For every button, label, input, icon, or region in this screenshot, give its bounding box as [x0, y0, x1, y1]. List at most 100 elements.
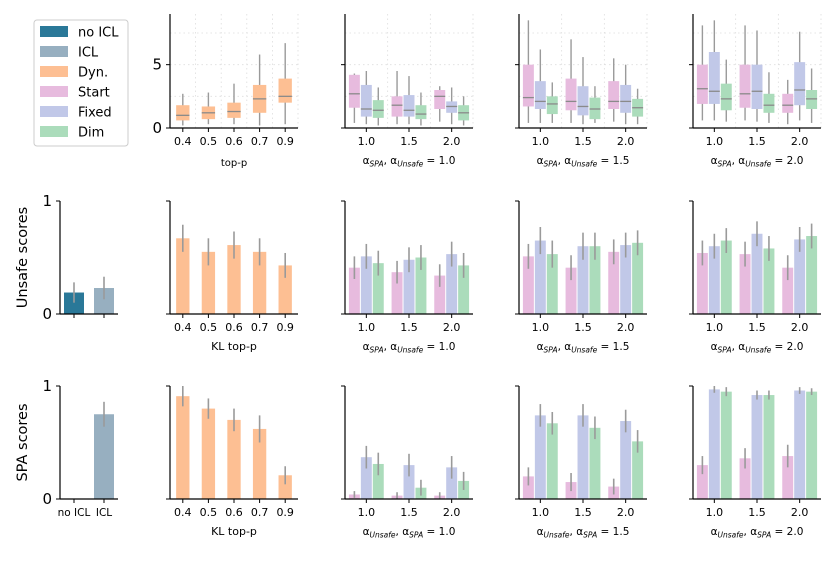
bar-fixed	[360, 457, 372, 499]
xlabel-part: Unsafe	[718, 531, 744, 540]
x-tick-label: 0.6	[225, 321, 243, 334]
xlabel-part: = 1.0	[423, 341, 455, 353]
bar-icl	[94, 288, 114, 314]
x-tick-label: 1.5	[574, 135, 592, 148]
y-tick-label: 0	[42, 490, 52, 508]
x-tick-label: 1.0	[706, 321, 724, 334]
bar-dyn	[227, 419, 241, 499]
bar-fixed	[708, 246, 720, 314]
legend-swatch	[40, 26, 68, 37]
bar-fixed	[403, 259, 415, 314]
bar-dim	[720, 240, 732, 314]
bar-start	[391, 272, 403, 314]
x-axis-label: αSPA, αUnsafe = 1.0	[363, 155, 456, 169]
x-axis-label: KL top-p	[211, 525, 257, 538]
panel-unsafe-1.5	[515, 200, 647, 318]
bar-dim	[372, 463, 384, 499]
xlabel-part: = 1.0	[423, 526, 455, 538]
bar-fixed	[577, 246, 589, 314]
xlabel-part: , α	[384, 341, 398, 353]
bar-dim	[632, 242, 644, 314]
legend-swatch	[40, 126, 68, 137]
legend	[33, 19, 129, 147]
bar-dyn	[252, 428, 267, 499]
xlabel-part: , α	[732, 155, 746, 167]
panel-unsafe-1.0	[341, 200, 473, 318]
x-axis-label: αSPA, αUnsafe = 1.0	[363, 341, 456, 355]
xlabel-part: SPA	[409, 531, 423, 540]
bar-dim	[720, 391, 732, 499]
xlabel-part: SPA	[544, 346, 558, 355]
x-tick-label: 1.5	[400, 506, 418, 519]
legend-label: ICL	[78, 46, 99, 61]
xlabel-part: = 1.0	[423, 155, 455, 167]
x-tick-label: 1.5	[574, 321, 592, 334]
x-tick-label: 1.5	[748, 135, 766, 148]
x-tick-label: 2.0	[791, 321, 809, 334]
legend-label: no ICL	[78, 26, 119, 41]
legend-label: Dim	[78, 126, 104, 141]
bar-dim	[806, 391, 818, 499]
bar-dim	[589, 246, 601, 314]
x-axis-label: αSPA, αUnsafe = 1.5	[537, 341, 630, 355]
panel-unsafe-2.0	[689, 200, 821, 318]
xlabel-part: α	[711, 526, 718, 538]
xlabel-part: = 1.5	[597, 526, 629, 538]
x-tick-label: 0.6	[225, 135, 243, 148]
box-dyn	[227, 102, 241, 118]
box-dyn	[176, 105, 190, 121]
row-label: SPA scores	[15, 403, 31, 481]
bar-dim	[806, 236, 818, 314]
xlabel-part: SPA	[757, 531, 771, 540]
x-tick-label: 0.9	[276, 506, 294, 519]
x-tick-label: 2.0	[617, 135, 635, 148]
x-tick-label: 2.0	[617, 321, 635, 334]
panel-spa-kl-top-p	[166, 385, 298, 503]
bar-start	[608, 251, 620, 314]
x-tick-label: 1.0	[706, 135, 724, 148]
xlabel-part: , α	[570, 526, 584, 538]
box-fixed	[360, 84, 372, 117]
x-tick-label: 1.0	[358, 321, 376, 334]
x-tick-label: 2.0	[443, 321, 461, 334]
bar-fixed	[534, 415, 546, 499]
legend-swatch	[40, 46, 68, 57]
x-tick-label: ICL	[96, 507, 112, 519]
xlabel-part: Unsafe	[745, 346, 771, 355]
bar-icl	[94, 414, 114, 499]
xlabel-part: , α	[558, 341, 572, 353]
x-tick-label: 2.0	[791, 135, 809, 148]
legend-swatch	[40, 86, 68, 97]
x-tick-label: 1.0	[358, 506, 376, 519]
x-axis-label: αSPA, αUnsafe = 2.0	[711, 155, 804, 169]
box-start	[696, 64, 708, 104]
xlabel-part: , α	[384, 155, 398, 167]
x-tick-label: 0.5	[200, 321, 218, 334]
x-tick-label: 2.0	[617, 506, 635, 519]
x-tick-label: 0.7	[251, 506, 269, 519]
panel-spa-1.5	[515, 385, 647, 503]
xlabel-part: Unsafe	[571, 346, 597, 355]
bar-dyn	[252, 251, 267, 314]
xlabel-part: Unsafe	[370, 531, 396, 540]
bar-fixed	[794, 390, 806, 499]
box-start	[739, 64, 751, 108]
xlabel-part: α	[711, 341, 718, 353]
y-tick-label: 1	[42, 192, 52, 210]
bar-start	[696, 465, 708, 499]
y-tick-label: 0	[152, 119, 162, 137]
x-tick-label: 1.0	[706, 506, 724, 519]
legend-label: Start	[78, 86, 110, 101]
box-fixed	[708, 52, 720, 104]
x-axis-label: KL top-p	[211, 340, 257, 353]
legend-swatch	[40, 66, 68, 77]
x-axis-label: αUnsafe, αSPA = 1.5	[537, 526, 630, 540]
box-dim	[720, 83, 732, 111]
xlabel-part: α	[711, 155, 718, 167]
box-fixed	[577, 86, 589, 116]
xlabel-part: α	[363, 155, 370, 167]
box-fixed	[620, 84, 632, 113]
x-tick-label: 1.0	[532, 135, 550, 148]
